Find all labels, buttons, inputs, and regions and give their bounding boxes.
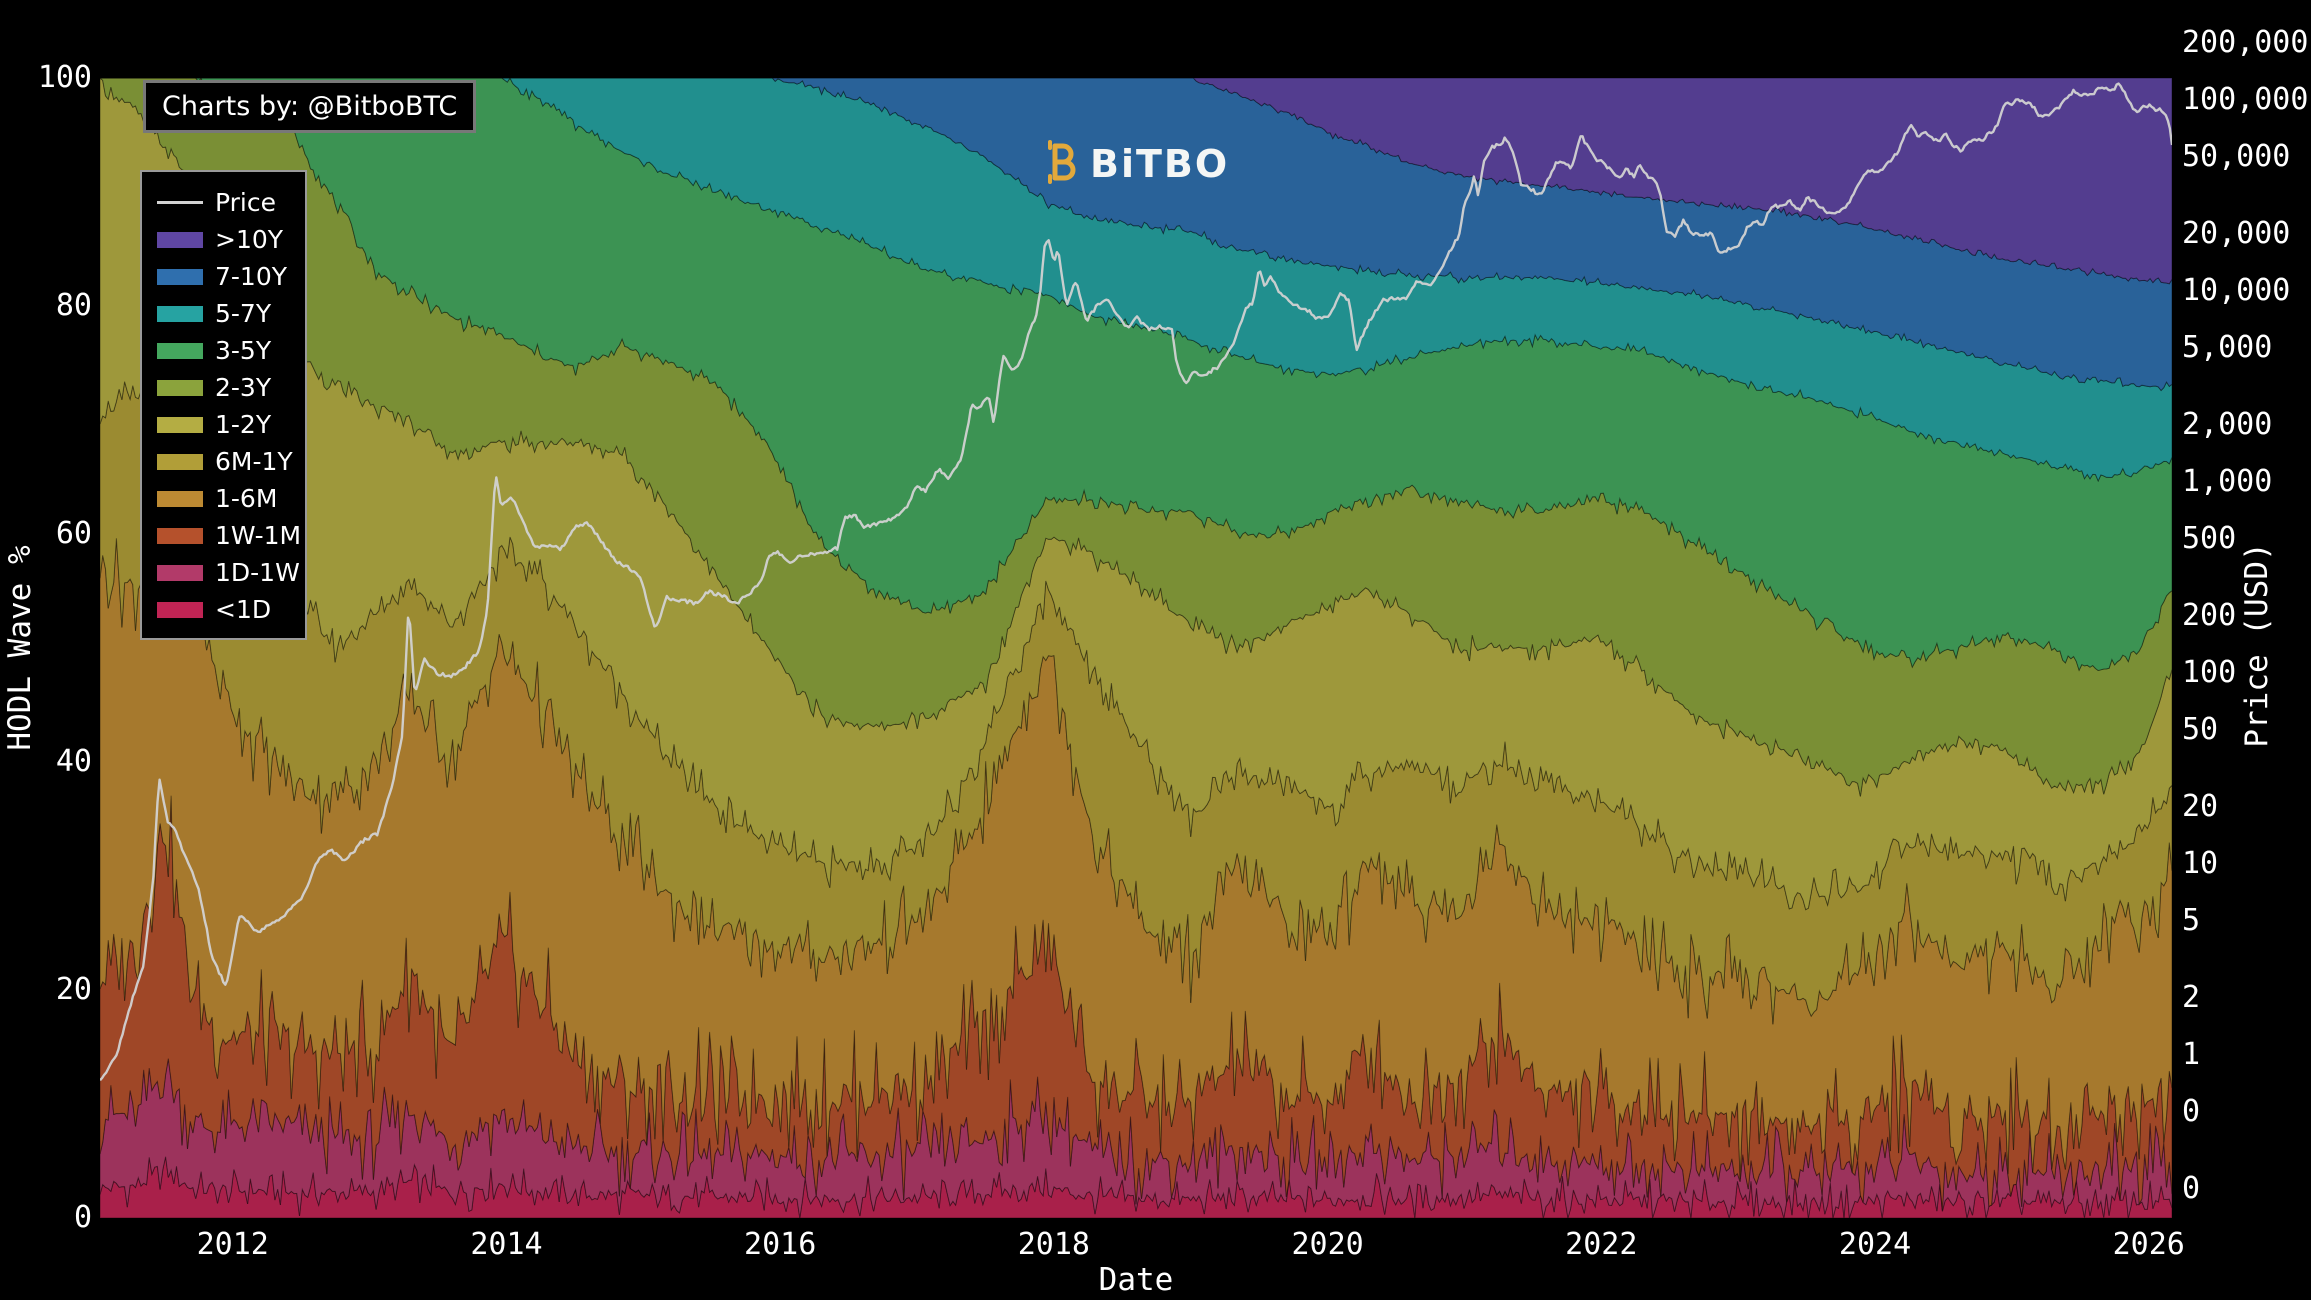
legend-item-35y: 3-5Y [157,332,305,369]
legend-item-12y: 1-2Y [157,406,305,443]
legend-swatch [157,564,203,581]
chart-attribution-text: Charts by: @BitboBTC [162,91,458,122]
x-tick-2018: 2018 [1017,1227,1090,1262]
legend-item-1w1m: 1W-1M [157,517,305,554]
band-710y [100,78,2172,392]
legend-item-1d1w: 1D-1W [157,554,305,591]
bitcoin-b-icon [1044,138,1080,190]
legend-item-16m: 1-6M [157,480,305,517]
legend-swatch [157,453,203,470]
right-tick-1: 1 [2182,1037,2201,1072]
left-tick-100: 100 [37,60,92,95]
legend-label: 1-6M [215,484,278,513]
right-axis-title: Price (USD) [2239,542,2275,748]
x-tick-2022: 2022 [1565,1227,1638,1262]
x-tick-2026: 2026 [2112,1227,2185,1262]
legend-label: 1D-1W [215,558,300,587]
left-tick-20: 20 [55,972,92,1007]
right-tick-200000: 200,000 [2182,24,2309,60]
legend-label: 7-10Y [215,262,288,291]
right-tick-100: 100 [2182,655,2237,690]
x-tick-2024: 2024 [1838,1227,1912,1262]
legend-label: 2-3Y [215,373,272,402]
right-tick-50: 50 [2182,712,2219,748]
right-tick-20000: 20,000 [2182,215,2291,251]
right-tick-10: 10 [2182,846,2219,881]
left-tick-40: 40 [55,744,92,779]
legend-label: 6M-1Y [215,447,293,476]
right-tick-50000: 50,000 [2182,139,2291,175]
band-10y [100,78,2172,285]
legend-label: 1-2Y [215,410,272,439]
legend-swatch [157,527,203,544]
legend-label: 1W-1M [215,521,302,550]
right-tick-10000: 10,000 [2182,273,2291,308]
legend-swatch [157,379,203,396]
legend-swatch [157,268,203,285]
right-tick-20: 20 [2182,788,2219,824]
legend-swatch [157,342,203,359]
right-tick-500: 500 [2182,521,2237,557]
right-tick-5: 5 [2182,903,2201,939]
right-tick-100000: 100,000 [2182,82,2309,117]
left-tick-0: 0 [73,1200,92,1235]
bitbo-logo: BiTBO [1044,138,1229,190]
x-tick-2012: 2012 [196,1227,269,1262]
x-tick-2020: 2020 [1291,1227,1364,1262]
right-tick-200: 200 [2182,597,2237,633]
bitbo-wordmark: BiTBO [1090,142,1230,186]
legend-swatch [157,601,203,618]
legend-swatch [157,490,203,507]
legend: Price >10Y 7-10Y 5-7Y 3-5Y 2-3Y 1-2Y 6M-1Y 1-6M 1… [140,170,307,640]
left-tick-80: 80 [55,288,92,323]
legend-label: 3-5Y [215,336,272,365]
x-axis-title: Date [1098,1262,1174,1298]
legend-item-1d: <1D [157,591,305,628]
legend-label: Price [215,188,276,217]
legend-swatch [157,231,203,248]
legend-item-10y: >10Y [157,221,305,258]
chart-attribution: Charts by: @BitboBTC [143,80,477,133]
legend-label: 5-7Y [215,299,272,328]
right-tick-2000: 2,000 [2182,406,2273,442]
legend-swatch [157,305,203,322]
legend-item-57y: 5-7Y [157,295,305,332]
right-tick-0: 0 [2182,1170,2201,1206]
price-line-swatch [157,201,203,204]
legend-swatch [157,416,203,433]
price-line [100,82,2172,1082]
x-tick-2014: 2014 [470,1227,543,1262]
legend-item-710y: 7-10Y [157,258,305,295]
hodl-waves-plot [100,78,2172,1218]
left-axis-title: HODL Wave % [2,545,38,751]
legend-item-price: Price [157,184,305,221]
legend-item-6m1y: 6M-1Y [157,443,305,480]
legend-item-23y: 2-3Y [157,369,305,406]
right-tick-1000: 1,000 [2182,464,2273,499]
legend-label: >10Y [215,225,284,254]
left-tick-60: 60 [55,516,92,551]
right-tick-2: 2 [2182,979,2201,1015]
legend-label: <1D [215,595,272,624]
right-tick-0: 0 [2182,1094,2201,1130]
x-tick-2016: 2016 [744,1227,817,1262]
right-tick-5000: 5,000 [2182,330,2273,366]
